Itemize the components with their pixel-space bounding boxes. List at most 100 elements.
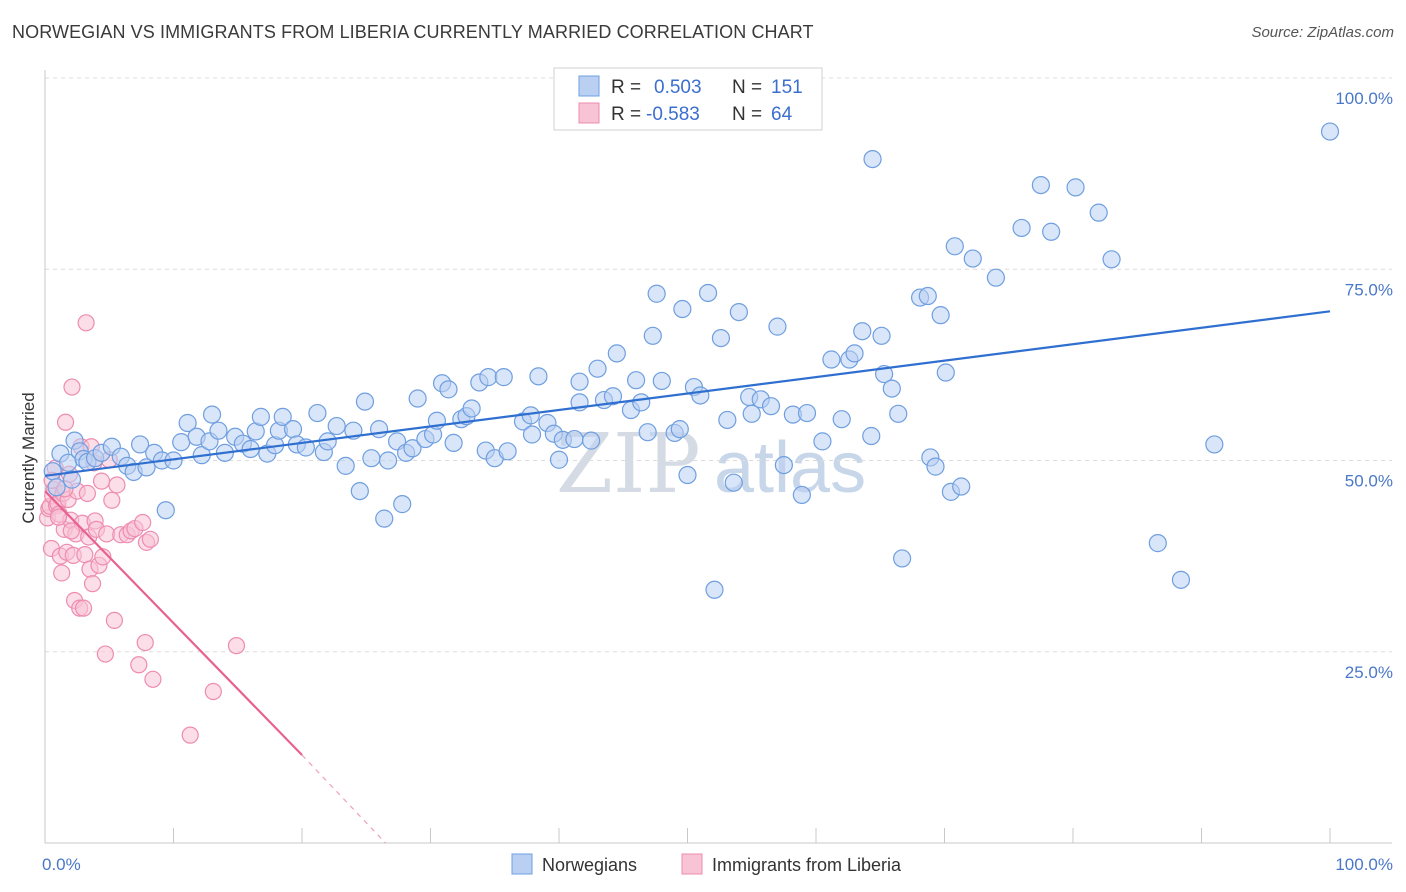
legend-swatch-norwegians [578,75,600,97]
norwegian-point-98 [678,465,697,485]
bottom-legend-swatch-norwegians [511,853,533,875]
norwegian-point-146 [1148,534,1167,553]
x-ticks [44,828,1331,843]
liberia-point-51 [130,656,148,674]
norwegian-point-93 [647,284,666,303]
norwegian-point-62 [444,433,463,453]
legend-n-label-1: N = [732,77,762,98]
norwegian-point-108 [742,404,761,423]
legend-n-label-2: N = [732,104,762,125]
x-tick-label-max: 100.0% [1335,855,1393,874]
source-credit: Source: ZipAtlas.com [1251,24,1394,41]
norwegian-point-82 [570,372,589,391]
norwegian-point-49 [370,420,389,439]
norwegian-point-48 [362,449,381,468]
bottom-legend-swatch-liberia [681,853,703,875]
norwegian-point-47 [355,392,375,411]
norwegian-point-150 [62,470,82,489]
norwegian-point-50 [375,509,394,528]
norwegian-point-61 [439,380,458,399]
norwegian-point-139 [986,268,1006,287]
norwegian-point-78 [549,450,569,469]
norwegian-point-37 [283,420,303,439]
liberia-point-11 [53,564,71,582]
liberia-point-63 [62,522,80,540]
norwegian-point-134 [936,363,955,382]
norwegian-point-96 [670,420,689,439]
norwegian-point-144 [1089,203,1108,222]
norwegian-point-122 [862,426,881,446]
norwegian-point-112 [774,455,793,475]
norwegian-point-124 [872,326,891,345]
norwegian-point-80 [565,429,584,449]
norwegian-point-75 [529,367,548,386]
norwegian-point-127 [889,404,908,423]
norwegian-point-46 [350,482,369,501]
legend-r-label-1: R = [611,77,641,98]
liberia-point-52 [134,513,152,532]
norwegian-point-51 [378,451,398,470]
liberia-point-34 [83,575,102,593]
norwegian-point-71 [498,442,517,461]
norwegian-point-40 [308,403,327,423]
norwegian-point-53 [393,495,412,514]
norwegian-point-104 [718,410,737,430]
norwegian-point-149 [1320,122,1340,141]
legend-n-value-2: 64 [771,104,793,125]
norwegian-point-143 [1066,178,1085,197]
norwegian-point-89 [626,371,646,390]
liberia-point-58 [204,682,222,701]
norwegian-point-20 [172,433,191,452]
norwegian-point-133 [931,306,950,325]
liberia-point-14 [56,413,75,431]
norwegian-point-100 [691,386,710,405]
norwegian-point-68 [479,368,498,387]
norwegian-point-32 [251,407,270,426]
norwegian-point-118 [832,410,851,429]
norwegian-point-110 [761,397,781,416]
norwegian-point-136 [945,237,964,256]
norwegian-point-0 [43,462,62,481]
norwegian-point-74 [522,425,542,444]
norwegians-trend-line [44,310,1331,477]
liberia-point-30 [78,484,97,502]
norwegian-point-55 [403,439,422,458]
norwegian-point-101 [698,283,718,303]
norwegian-point-111 [768,317,787,336]
legend-swatch-liberia [578,102,600,124]
norwegian-point-130 [918,286,937,306]
liberia-trend-extension [301,754,386,844]
series-liberia-points [38,314,246,744]
norwegian-point-148 [1205,435,1224,454]
norwegian-point-90 [632,393,651,412]
liberia-point-61 [49,508,68,526]
norwegian-point-117 [822,350,841,369]
y-tick-label-75: 75.0% [1345,280,1393,299]
norwegian-point-138 [963,249,982,268]
norwegian-point-126 [882,379,901,398]
liberia-point-27 [74,599,93,617]
axes [44,70,1392,844]
norwegian-point-142 [1042,222,1061,241]
liberia-point-56 [144,670,162,688]
norwegian-point-84 [588,359,607,378]
norwegian-point-1 [47,478,66,497]
norwegian-point-65 [462,399,481,418]
norwegian-point-94 [652,371,671,391]
series-legend: Norwegians Immigrants from Liberia [511,853,902,875]
liberia-point-46 [108,476,126,494]
liberia-point-45 [105,611,123,629]
norwegian-point-123 [863,149,882,169]
norwegian-point-145 [1102,250,1121,269]
norwegian-point-56 [408,389,427,408]
liberia-point-29 [77,314,95,332]
norwegian-point-140 [1012,218,1031,238]
norwegian-point-121 [853,322,872,341]
norwegian-point-86 [603,387,623,406]
correlation-legend: R = 0.503 N = 151 R = -0.583 N = 64 [553,67,823,131]
norwegian-point-83 [582,431,601,450]
liberia-point-19 [63,378,81,396]
liberia-point-55 [141,530,159,548]
liberia-point-57 [181,726,199,744]
legend-n-value-1: 151 [771,77,803,98]
